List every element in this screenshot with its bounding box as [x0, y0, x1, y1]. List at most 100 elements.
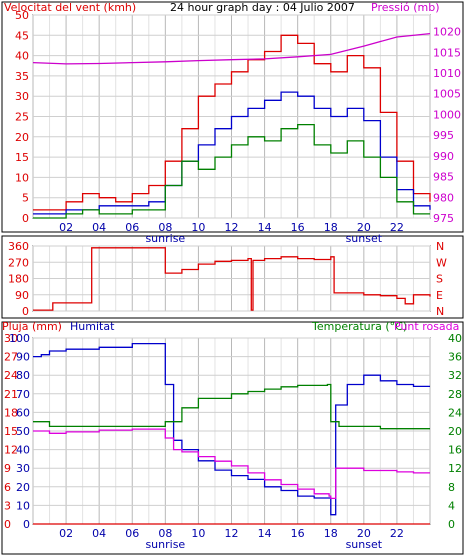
x-tick-label: 12 — [225, 527, 239, 540]
wind-tick-label: 30 — [15, 90, 29, 103]
wind-tick-label: 50 — [15, 9, 29, 22]
rain-tick-label: 30 — [4, 332, 18, 345]
sunrise-label: sunrise — [145, 538, 185, 551]
rain-tick-label: 6 — [4, 481, 11, 494]
x-tick-label: 20 — [357, 527, 371, 540]
wind-tick-label: 45 — [15, 29, 29, 42]
rain-tick-label: 12 — [4, 444, 18, 457]
pressure-tick-label: 985 — [433, 171, 454, 184]
x-tick-label: 04 — [92, 221, 106, 234]
x-tick-label: 16 — [291, 221, 305, 234]
dewpoint-line — [33, 428, 430, 500]
x-tick-label: 14 — [258, 221, 272, 234]
sunset-label: sunset — [346, 538, 383, 551]
wind-gust-line — [33, 34, 431, 211]
wind-tick-label: 0 — [22, 212, 29, 225]
compass-tick-label: E — [436, 289, 443, 302]
sunset-label: sunset — [346, 232, 383, 245]
wind-tick-label: 5 — [22, 192, 29, 205]
direction-tick-label: 0 — [22, 305, 29, 318]
humidity-tick-label: 10 — [16, 499, 30, 512]
temperature-tick-label: 8 — [448, 481, 455, 494]
temperature-tick-label: 4 — [448, 499, 455, 512]
wind-tick-label: 15 — [15, 151, 29, 164]
temperature-tick-label: 32 — [448, 369, 462, 382]
x-tick-label: 04 — [92, 527, 106, 540]
rain-ylabel: Pluja (mm) — [2, 320, 62, 333]
gridlines — [32, 14, 431, 525]
temperature-ylabel: Temperatura (°C) — [311, 320, 407, 333]
x-tick-label: 06 — [125, 527, 139, 540]
pressure-ylabel: Pressió (mb) — [371, 1, 440, 14]
temperature-tick-label: 28 — [448, 388, 462, 401]
x-tick-label: 02 — [59, 527, 73, 540]
x-tick-label: 02 — [59, 221, 73, 234]
x-tick-label: 14 — [258, 527, 272, 540]
direction-tick-label: 180 — [8, 273, 29, 286]
rain-tick-label: 3 — [4, 499, 11, 512]
wind-tick-label: 25 — [15, 111, 29, 124]
temperature-tick-label: 12 — [448, 462, 462, 475]
x-tick-label: 10 — [191, 527, 205, 540]
humidity-ylabel: Humitat — [70, 320, 115, 333]
pressure-tick-label: 990 — [433, 150, 454, 163]
rain-tick-label: 27 — [4, 351, 18, 364]
compass-tick-label: N — [436, 240, 444, 253]
pressure-tick-label: 1015 — [433, 46, 461, 59]
x-tick-label: 08 — [158, 527, 172, 540]
pressure-tick-label: 1020 — [433, 26, 461, 39]
dewpoint-ylabel: Punt rosada — [394, 320, 459, 333]
rain-tick-label: 24 — [4, 369, 18, 382]
humidity-tick-label: 100 — [9, 332, 30, 345]
x-tick-label: 18 — [324, 527, 338, 540]
chart-title: 24 hour graph day : 04 Julio 2007 — [170, 1, 355, 14]
temperature-tick-label: 40 — [448, 332, 462, 345]
temperature-tick-label: 16 — [448, 444, 462, 457]
compass-tick-label: W — [436, 256, 447, 269]
temperature-line — [33, 383, 430, 430]
humidity-tick-label: 30 — [16, 462, 30, 475]
x-tick-label: 12 — [225, 221, 239, 234]
x-tick-label: 18 — [324, 221, 338, 234]
pressure-tick-label: 1005 — [433, 88, 461, 101]
x-tick-label: 08 — [158, 221, 172, 234]
pressure-tick-label: 995 — [433, 129, 454, 142]
wind-speed-line — [33, 91, 431, 215]
humidity-line — [33, 342, 430, 516]
humidity-tick-label: 70 — [16, 388, 30, 401]
rain-tick-label: 15 — [4, 425, 18, 438]
humidity-tick-label: 0 — [23, 518, 30, 531]
humidity-tick-label: 60 — [16, 406, 30, 419]
wind-tick-label: 35 — [15, 70, 29, 83]
direction-tick-label: 90 — [15, 289, 29, 302]
rain-tick-label: 9 — [4, 462, 11, 475]
panel-frame — [1, 321, 464, 555]
humidity-tick-label: 90 — [16, 351, 30, 364]
sunrise-label: sunrise — [145, 232, 185, 245]
rain-tick-label: 21 — [4, 388, 18, 401]
x-tick-label: 22 — [390, 527, 404, 540]
humidity-tick-label: 80 — [16, 369, 30, 382]
labels: 0510152025303540455097598098599099510001… — [4, 9, 462, 551]
x-tick-label: 20 — [357, 221, 371, 234]
panel-frame — [1, 1, 464, 233]
x-tick-label: 22 — [390, 221, 404, 234]
humidity-tick-label: 40 — [16, 444, 30, 457]
panel-frame — [1, 235, 464, 319]
rain-tick-label: 0 — [4, 518, 11, 531]
x-tick-label: 06 — [125, 221, 139, 234]
wind-tick-label: 10 — [15, 171, 29, 184]
direction-tick-label: 270 — [8, 256, 29, 269]
humidity-tick-label: 50 — [16, 425, 30, 438]
humidity-tick-label: 20 — [16, 481, 30, 494]
rain-tick-label: 18 — [4, 406, 18, 419]
temperature-tick-label: 0 — [448, 518, 455, 531]
direction-tick-label: 360 — [8, 240, 29, 253]
wind-ylabel: Velocitat del vent (kmh) — [4, 1, 136, 14]
wind-average-line — [33, 123, 430, 219]
pressure-tick-label: 1000 — [433, 108, 461, 121]
x-tick-label: 16 — [291, 527, 305, 540]
pressure-line — [32, 32, 431, 65]
temperature-tick-label: 36 — [448, 351, 462, 364]
